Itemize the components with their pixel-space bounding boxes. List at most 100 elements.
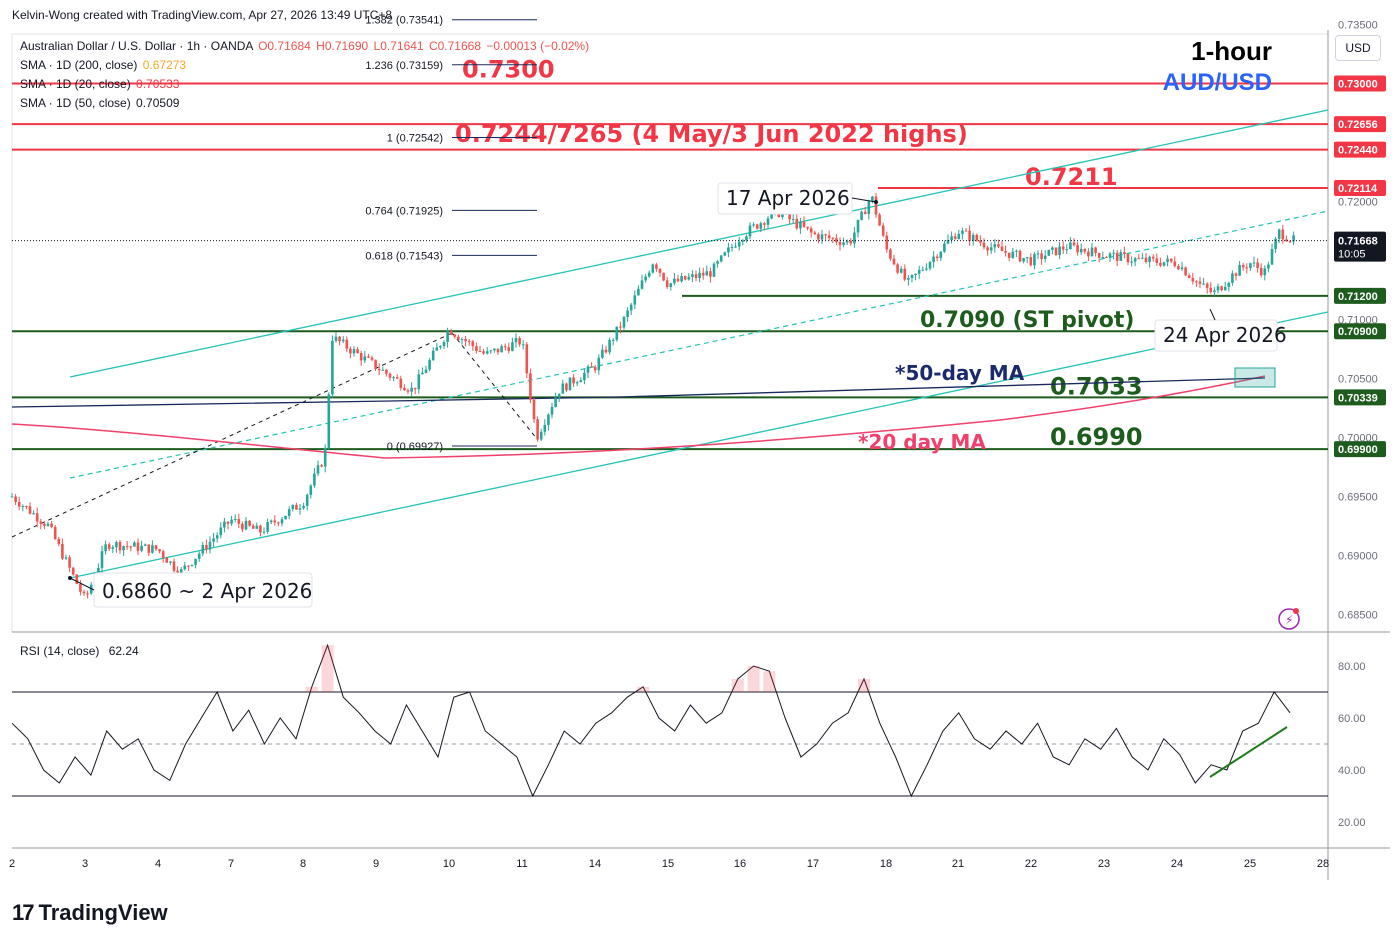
candle-body [597, 357, 601, 371]
candle [1115, 249, 1119, 267]
candle-body [1033, 254, 1036, 266]
candle [838, 237, 842, 251]
timeframe-line1: 1-hour [1191, 36, 1272, 66]
time-tick-label: 21 [952, 858, 964, 870]
candle-body [975, 234, 979, 241]
candle-body [226, 521, 230, 524]
candle [172, 558, 176, 574]
candle [842, 237, 845, 248]
candle [1191, 272, 1195, 285]
indicator-sma50[interactable]: SMA · 1D (50, close) 0.70509 [20, 96, 179, 110]
candle [64, 554, 68, 560]
candle [1015, 249, 1018, 258]
candle [39, 518, 43, 530]
candle-body [655, 264, 658, 269]
candle [529, 368, 532, 404]
candle-body [550, 406, 554, 415]
candle-body [500, 346, 503, 353]
candle [1241, 262, 1245, 271]
candle-body [939, 251, 943, 259]
candle [892, 255, 896, 266]
candle [835, 234, 838, 246]
price-tag-box [1334, 75, 1386, 92]
tradingview-brand[interactable]: 17 TradingView [12, 900, 168, 926]
candle-body [61, 543, 64, 559]
rsi-pane: 80.00 60.00 40.00 20.00 [11, 643, 1366, 829]
candle [1069, 236, 1072, 250]
candle-body [100, 551, 104, 568]
candle-body [683, 275, 687, 280]
candle [874, 192, 878, 218]
candle-body [424, 369, 428, 373]
candle-body [194, 558, 197, 565]
candle-body [993, 244, 997, 248]
candle-body [881, 225, 885, 236]
candle [1004, 245, 1007, 257]
candle-body [374, 359, 377, 370]
candle-body [932, 256, 935, 263]
candle-body [766, 218, 770, 225]
alert-icon[interactable]: ⚡ [1278, 608, 1300, 630]
candle-body [230, 519, 233, 524]
candle-body [1220, 286, 1223, 291]
candle [1011, 247, 1015, 260]
indicator-sma200[interactable]: SMA · 1D (200, close) 0.67273 [20, 58, 186, 72]
candle-body [878, 214, 881, 226]
annotation-low-24apr: 24 Apr 2026 [1154, 319, 1287, 352]
candle [791, 214, 795, 224]
time-tick-label: 16 [734, 858, 746, 870]
candle-body [129, 546, 133, 548]
candle [313, 467, 316, 488]
candle [741, 238, 745, 246]
rsi-legend[interactable]: RSI (14, close) 62.24 [20, 644, 139, 658]
indicator-label: SMA · 1D (50, close) [20, 96, 131, 110]
candle-body [658, 268, 662, 273]
candle-body [21, 506, 25, 508]
currency-button[interactable]: USD [1335, 35, 1381, 61]
candle [1047, 249, 1051, 256]
candle [316, 460, 320, 477]
candle-body [813, 232, 817, 235]
candle-body [302, 505, 305, 509]
candle [111, 544, 115, 553]
candle-body [1087, 251, 1090, 257]
price-tick-label: 0.70000 [1338, 432, 1378, 444]
candle [885, 231, 889, 253]
candle [233, 514, 237, 523]
candle [1123, 246, 1126, 259]
candle-body [849, 240, 853, 244]
candle [1079, 243, 1083, 256]
candle-body [691, 274, 694, 277]
candle [705, 265, 709, 276]
candle [878, 212, 881, 226]
candle-body [964, 230, 968, 232]
candle-body [453, 334, 457, 337]
candle [565, 382, 568, 392]
candle-body [914, 273, 917, 276]
candle [629, 302, 633, 316]
candle [197, 551, 201, 562]
candle [907, 275, 910, 286]
candle-body [1292, 235, 1295, 242]
candle-body [557, 393, 561, 398]
candle-body [719, 255, 723, 262]
indicator-sma20[interactable]: SMA · 1D (20, close) 0.70533 [20, 77, 179, 91]
candle-body [680, 275, 683, 282]
candle-body [1209, 287, 1213, 293]
candle [1256, 258, 1259, 273]
rsi-line [11, 643, 1291, 798]
candle-body [143, 544, 147, 546]
candle-body [799, 221, 802, 229]
candle [53, 525, 57, 540]
candle [889, 248, 892, 261]
candle-body [1015, 250, 1018, 252]
change-value: −0.00013 (−0.02%) [486, 39, 590, 53]
candle [640, 274, 644, 290]
callout-dot [874, 200, 878, 204]
candle-body [1169, 258, 1173, 262]
candle-body [529, 373, 532, 400]
candle-body [860, 211, 863, 220]
candle [536, 416, 539, 442]
last-price-time: 10:05 [1338, 249, 1366, 261]
